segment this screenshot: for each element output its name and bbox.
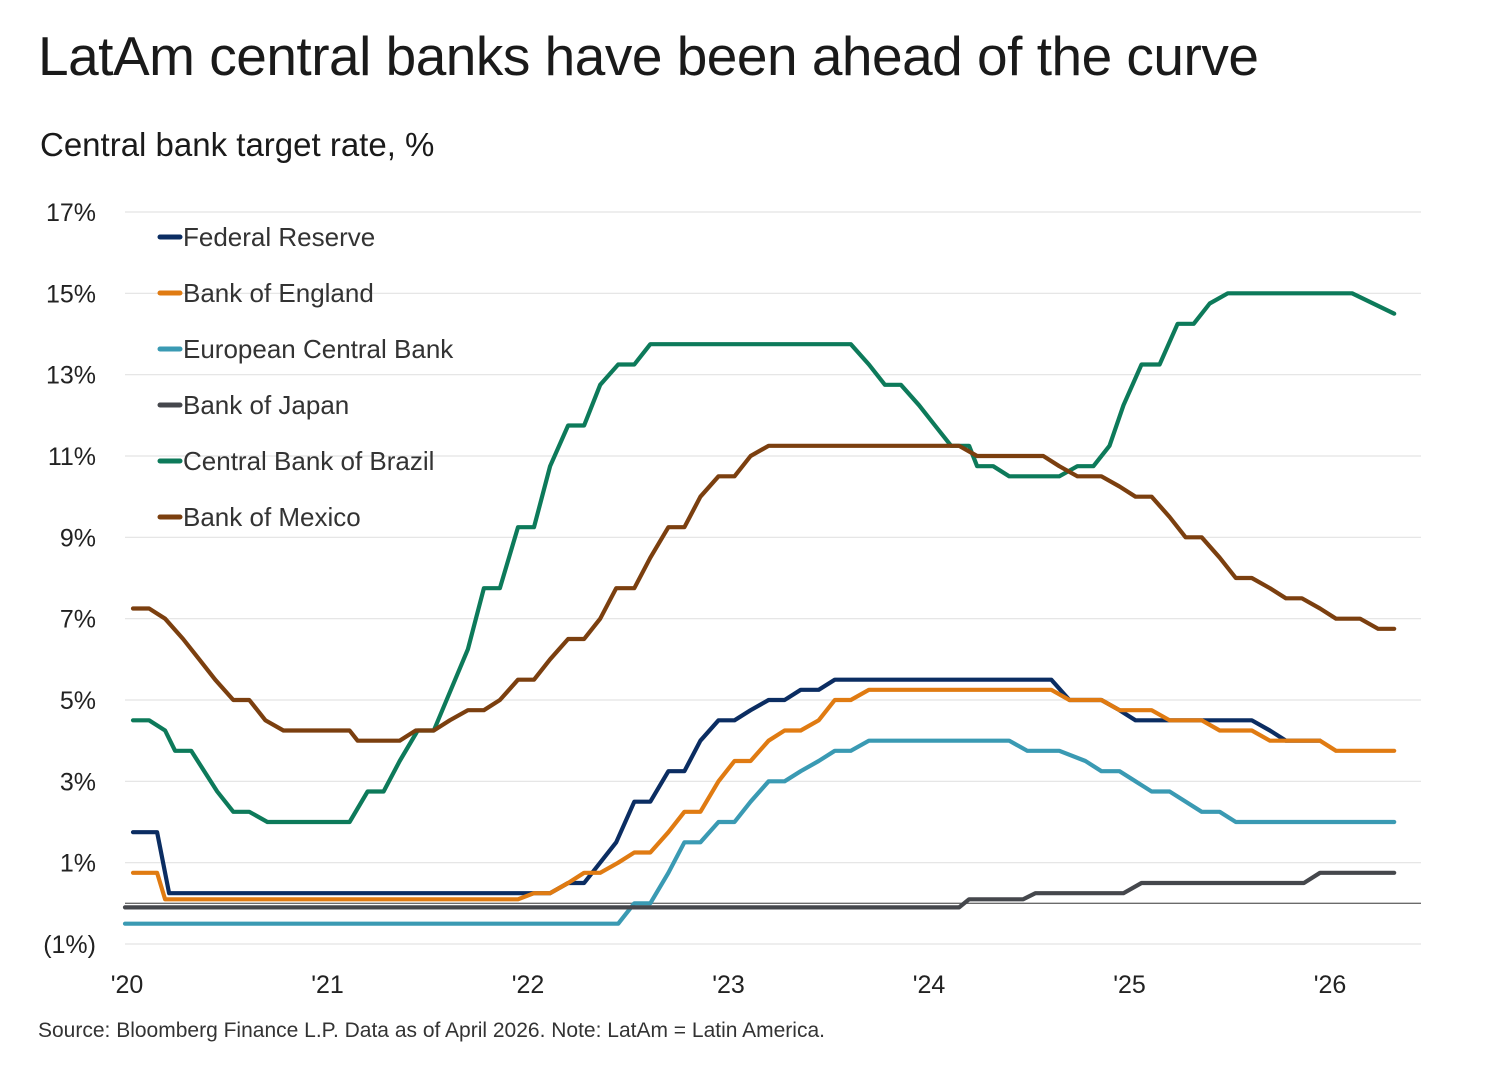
series-lines <box>122 291 1397 926</box>
series-line-6 <box>130 443 1397 743</box>
y-tick-label: 17% <box>46 199 96 227</box>
legend-label: Central Bank of Brazil <box>183 446 434 476</box>
series-line-2 <box>130 687 1397 902</box>
chart-subtitle: Central bank target rate, % <box>40 126 435 163</box>
y-tick-label: 9% <box>60 524 96 552</box>
series-line-4 <box>122 870 1397 910</box>
series-line-1 <box>130 677 1323 896</box>
y-tick-label: 5% <box>60 687 96 715</box>
x-tick-label: '24 <box>913 971 946 999</box>
y-tick-label: 11% <box>48 443 96 471</box>
y-axis: 17% 15% 13% 11% 9% 7% 5% 3% 1% (1%) <box>43 199 96 959</box>
chart-title: LatAm central banks have been ahead of t… <box>38 25 1259 87</box>
y-tick-label: 1% <box>60 850 96 878</box>
y-tick-label: 13% <box>46 362 96 390</box>
legend-label: Bank of Mexico <box>183 502 361 532</box>
series-line-5 <box>130 291 1397 825</box>
legend-label: Bank of Japan <box>183 390 349 420</box>
x-tick-label: '22 <box>512 971 545 999</box>
series-line-3 <box>122 738 1397 926</box>
y-tick-label: 7% <box>60 606 96 634</box>
x-axis: '20 '21 '22 '23 '24 '25 '26 <box>111 971 1347 999</box>
source-note: Source: Bloomberg Finance L.P. Data as o… <box>38 1019 825 1042</box>
x-tick-label: '23 <box>712 971 745 999</box>
x-tick-label: '25 <box>1113 971 1146 999</box>
grid-lines <box>125 211 1421 945</box>
legend: Federal Reserve Bank of England European C… <box>157 222 454 532</box>
y-tick-label: (1%) <box>43 931 96 959</box>
legend-label: European Central Bank <box>183 334 454 364</box>
x-tick-label: '20 <box>111 971 144 999</box>
legend-label: Bank of England <box>183 278 374 308</box>
legend-label: Federal Reserve <box>183 222 375 252</box>
x-tick-label: '26 <box>1314 971 1347 999</box>
y-tick-label: 3% <box>60 768 96 796</box>
y-tick-label: 15% <box>46 280 96 308</box>
x-tick-label: '21 <box>311 971 344 999</box>
